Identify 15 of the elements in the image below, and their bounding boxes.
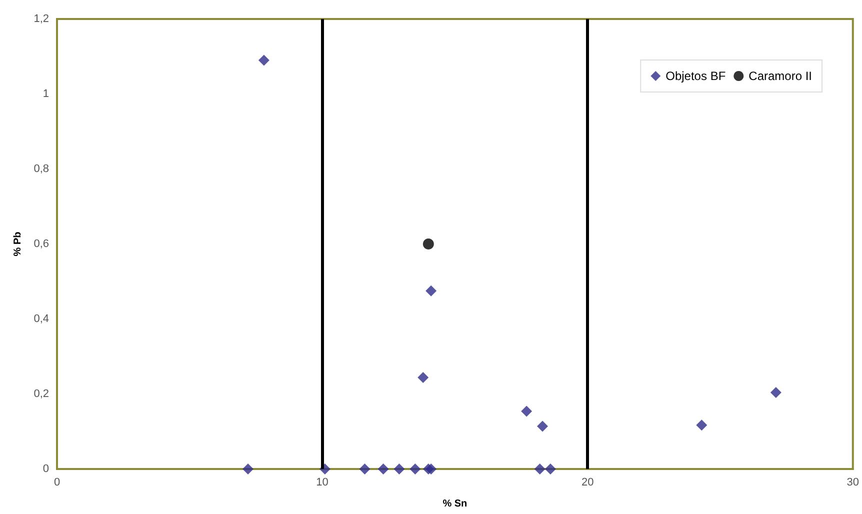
y-tick-label: 0 [42, 463, 49, 475]
y-axis-title: % Pb [12, 232, 24, 256]
legend-label: Caramoro II [748, 69, 812, 83]
y-tick-label: 0,6 [34, 238, 49, 250]
y-tick-label: 1 [42, 88, 49, 100]
x-tick-label: 0 [54, 476, 60, 488]
y-tick-label: 0,2 [34, 388, 49, 400]
y-tick-label: 0,8 [34, 163, 49, 175]
legend-label: Objetos BF [666, 69, 726, 83]
y-tick-label: 0,4 [34, 313, 49, 325]
x-tick-label: 30 [846, 476, 860, 488]
y-tick-label: 1,2 [34, 13, 49, 25]
x-axis-title: % Sn [442, 498, 468, 510]
x-tick-label: 10 [316, 476, 328, 488]
x-tick-label: 20 [581, 476, 594, 488]
